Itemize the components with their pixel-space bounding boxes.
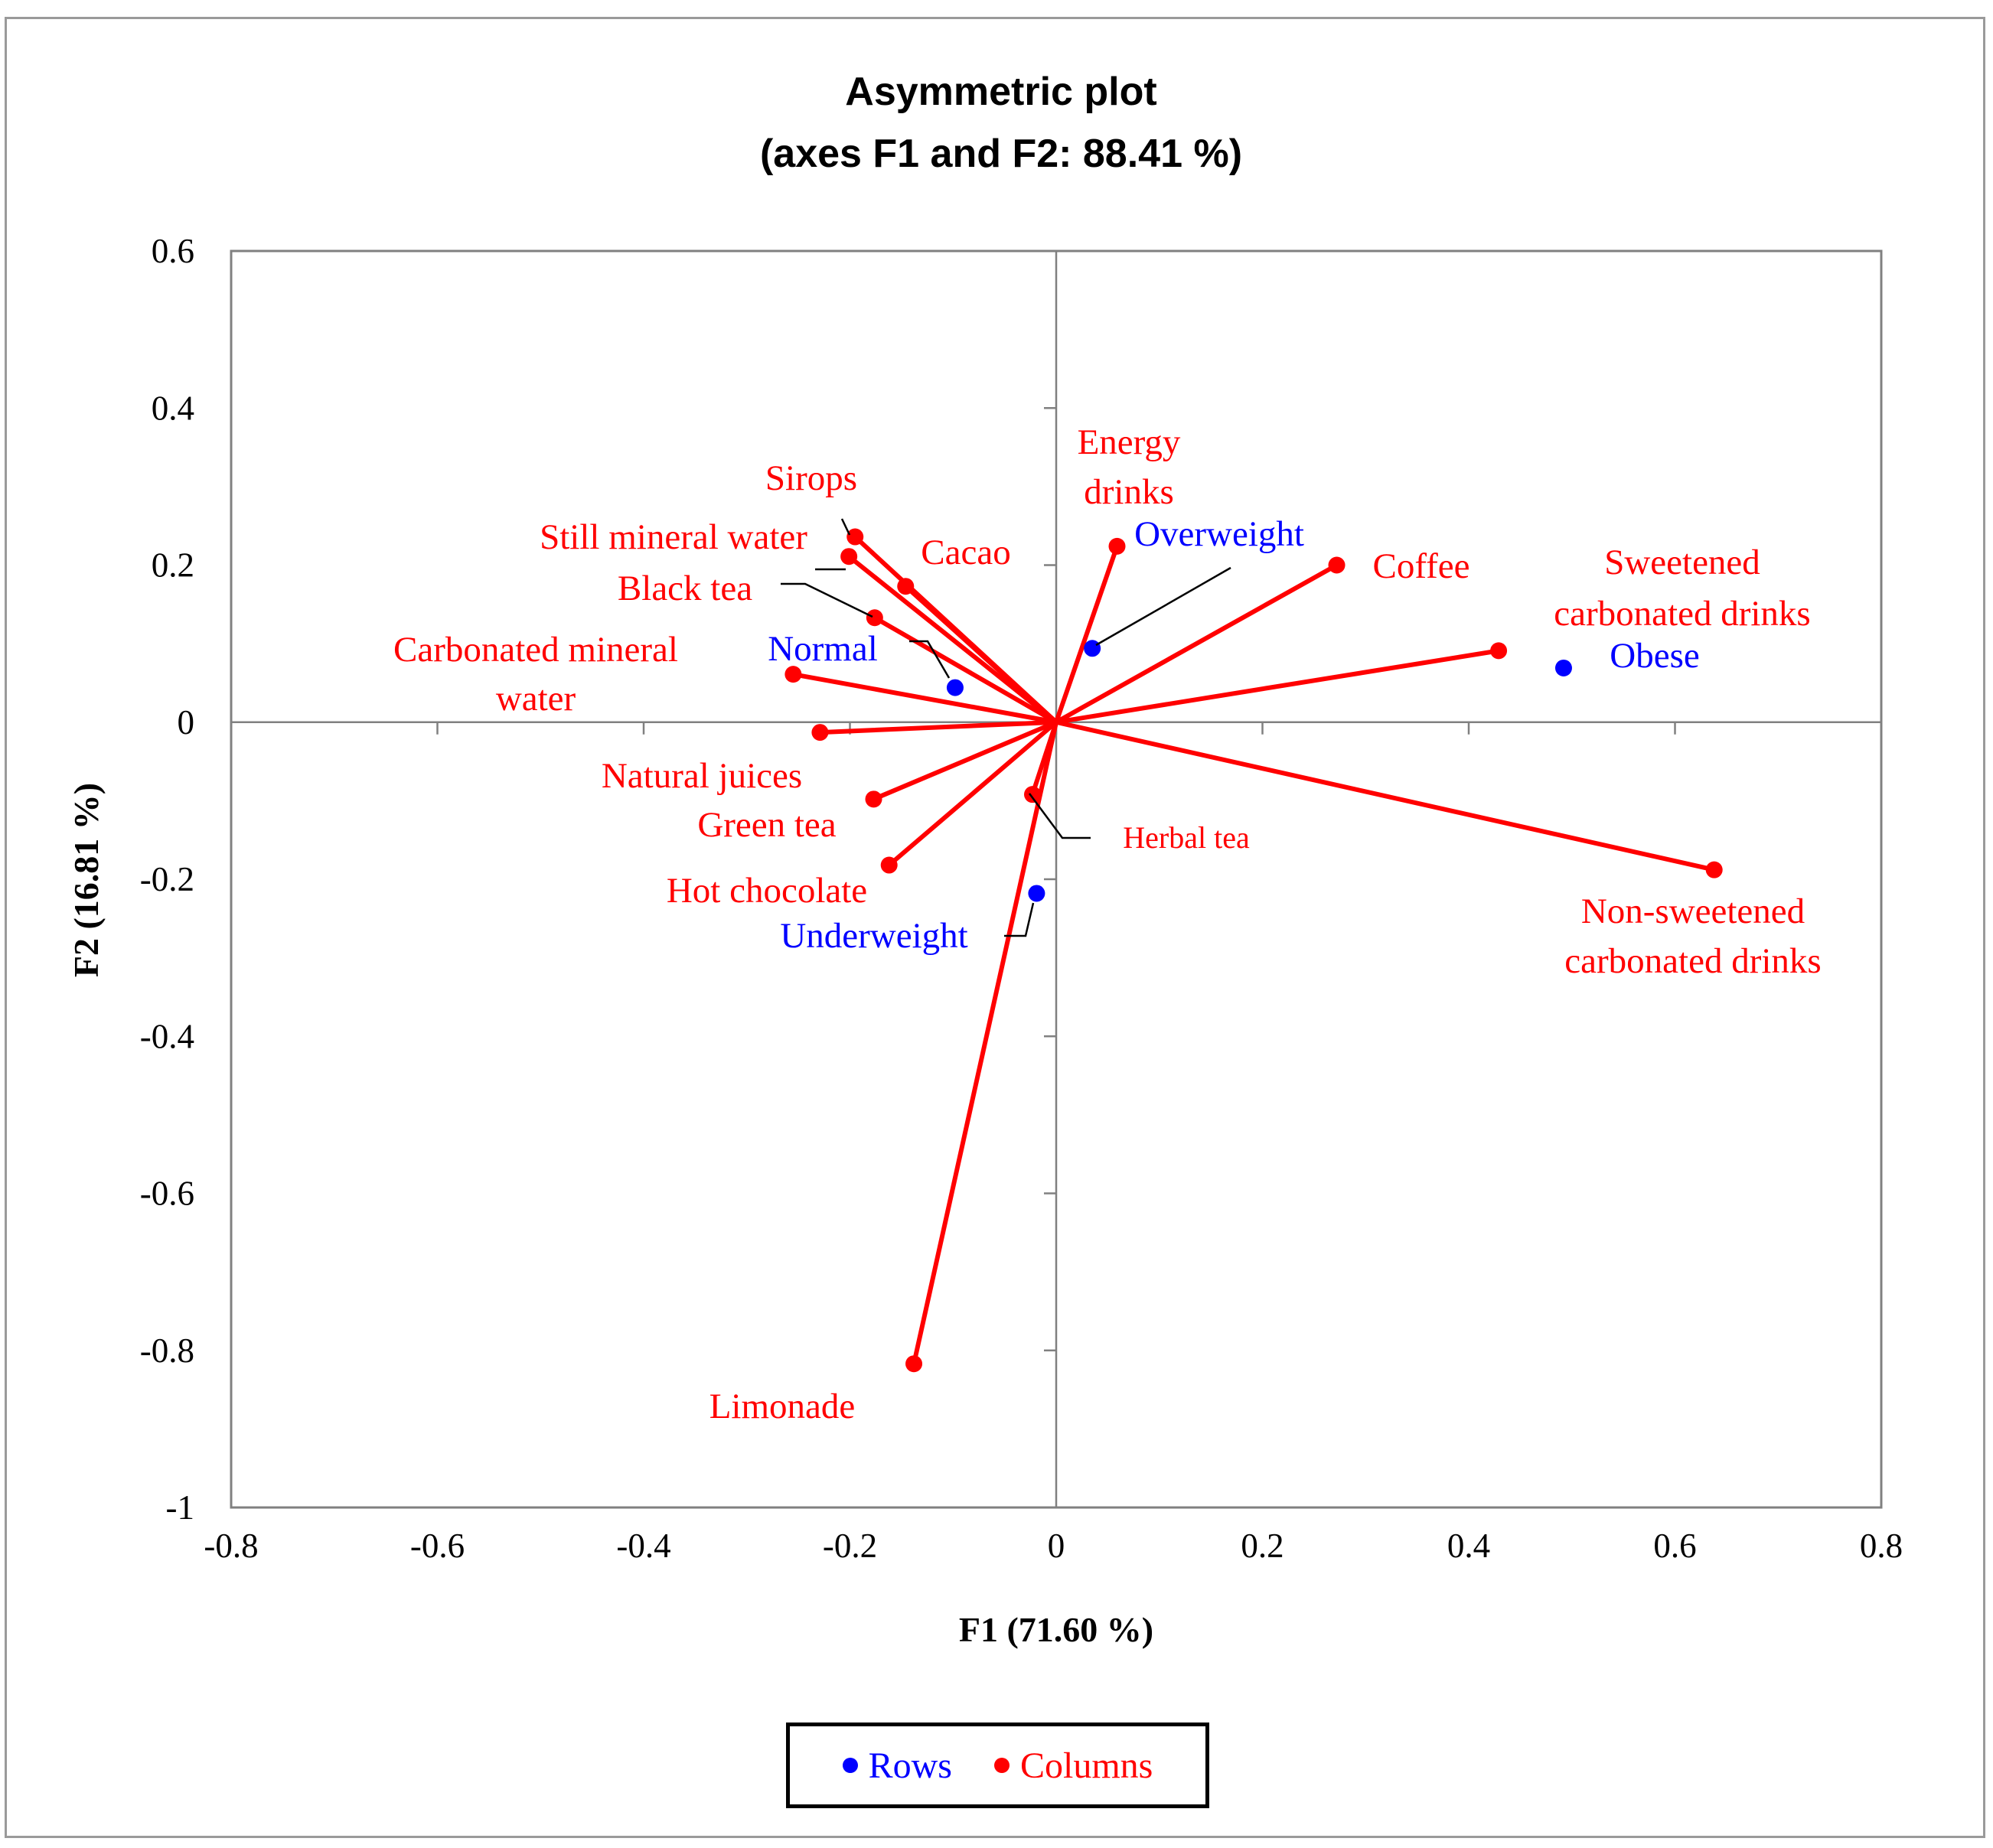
y-tick-label: 0.4	[152, 389, 194, 427]
y-tick-label: -1	[166, 1488, 195, 1527]
point-natural-juices	[811, 724, 829, 741]
label-line: carbonated drinks	[1564, 941, 1821, 981]
x-tick-label: 0.2	[1241, 1527, 1284, 1565]
legend-label-columns: Columns	[1019, 1745, 1153, 1786]
label-underweight: Underweight	[780, 916, 967, 956]
label-line: drinks	[1084, 472, 1174, 512]
point-black-tea	[866, 609, 883, 627]
y-tick-label: 0.6	[152, 232, 194, 270]
point-non-sweetened-carbonated-drinks	[1705, 861, 1723, 878]
leader-line-herbal-tea	[1028, 793, 1091, 839]
point-overweight	[1084, 640, 1101, 657]
point-sweetened-carbonated-drinks	[1490, 642, 1508, 660]
label-line: Carbonated mineral	[393, 630, 678, 670]
leader-line-overweight	[1095, 566, 1231, 647]
label-black-tea: Black tea	[618, 569, 752, 608]
x-tick-label: -0.8	[204, 1527, 258, 1565]
x-tick-label: 0	[1048, 1527, 1065, 1565]
label-hot-chocolate: Hot chocolate	[667, 871, 867, 911]
point-underweight	[1028, 885, 1045, 902]
y-tick-label: -0.6	[140, 1175, 194, 1213]
vector-coffee	[1054, 562, 1339, 725]
y-tick-label: -0.4	[140, 1017, 194, 1055]
y-tick-label: -0.8	[140, 1331, 194, 1370]
vector-energy-drinks	[1054, 543, 1120, 725]
chart-title: Asymmetric plot	[845, 70, 1156, 114]
vector-black-tea	[872, 615, 1058, 725]
x-tick-label: -0.2	[823, 1527, 877, 1565]
label-green-tea: Green tea	[697, 805, 836, 845]
point-coffee	[1328, 556, 1346, 574]
chart-subtitle: (axes F1 and F2: 88.41 %)	[760, 132, 1242, 176]
x-tick-label: -0.6	[410, 1527, 465, 1565]
leader-line-underweight	[1004, 902, 1035, 937]
label-non-sweetened-carbonated-drinks: Non-sweetened carbonated drinks	[1564, 891, 1821, 981]
y-tick-label: 0.2	[152, 546, 194, 585]
label-line: Non-sweetened	[1581, 891, 1805, 931]
vector-cacao	[903, 584, 1058, 725]
vector-green-tea	[871, 719, 1058, 802]
label-limonade: Limonade	[709, 1387, 856, 1426]
label-line: carbonated drinks	[1554, 594, 1810, 634]
label-sirops: Sirops	[765, 458, 857, 498]
label-sweetened-carbonated-drinks: Sweetened carbonated drinks	[1554, 543, 1810, 634]
label-carbonated-mineral-water: Carbonated mineral water	[393, 630, 678, 719]
y-tick-label: 0	[178, 703, 195, 741]
point-cacao	[897, 578, 915, 595]
label-line: Sweetened	[1604, 543, 1760, 582]
x-tick-label: 0.8	[1860, 1527, 1903, 1565]
label-overweight: Overweight	[1134, 514, 1304, 554]
label-line: Energy	[1078, 422, 1181, 462]
vector-carbonated-mineral-water	[791, 672, 1058, 725]
vector-still-mineral-water	[846, 554, 1058, 725]
vector-sweetened-carbonated-drinks	[1054, 648, 1502, 725]
leader-line-black-tea	[781, 582, 873, 618]
legend-marker-rows	[842, 1758, 858, 1773]
label-normal: Normal	[768, 629, 878, 669]
label-natural-juices: Natural juices	[602, 756, 802, 796]
point-green-tea	[865, 790, 882, 808]
point-hot-chocolate	[880, 856, 898, 874]
label-herbal-tea: Herbal tea	[1123, 820, 1250, 855]
point-energy-drinks	[1108, 537, 1126, 555]
legend-item-columns: Columns	[993, 1745, 1153, 1787]
leader-line-sirops	[840, 518, 851, 536]
label-line: water	[496, 679, 576, 719]
legend-item-rows: Rows	[842, 1745, 952, 1787]
x-tick-label: -0.4	[616, 1527, 670, 1565]
label-energy-drinks: Energy drinks	[1078, 422, 1181, 512]
point-obese	[1554, 659, 1572, 676]
legend-marker-columns	[993, 1758, 1010, 1773]
legend-label-rows: Rows	[868, 1745, 952, 1786]
y-axis-title: F2 (16.81 %)	[67, 783, 106, 977]
point-normal	[946, 679, 964, 696]
x-tick-label: 0.6	[1653, 1527, 1696, 1565]
x-axis-title: F1 (71.60 %)	[959, 1610, 1153, 1649]
vector-hot-chocolate	[886, 719, 1058, 868]
label-obese: Obese	[1610, 636, 1699, 676]
vector-limonade	[912, 719, 1058, 1367]
x-tick-label: 0.4	[1447, 1527, 1490, 1565]
point-sirops	[846, 528, 864, 546]
label-coffee: Coffee	[1372, 546, 1469, 586]
vector-non-sweetened-carbonated-drinks	[1054, 719, 1717, 872]
point-limonade	[905, 1355, 923, 1373]
point-carbonated-mineral-water	[784, 666, 802, 683]
legend: Rows Columns	[786, 1723, 1209, 1808]
chart-frame	[5, 17, 1985, 1838]
vector-natural-juices	[817, 719, 1058, 735]
label-cacao: Cacao	[921, 533, 1010, 572]
label-still-mineral-water: Still mineral water	[540, 517, 807, 557]
y-tick-label: -0.2	[140, 860, 194, 898]
leader-line-normal	[909, 640, 951, 679]
point-herbal-tea	[1024, 786, 1042, 803]
point-still-mineral-water	[840, 548, 858, 565]
